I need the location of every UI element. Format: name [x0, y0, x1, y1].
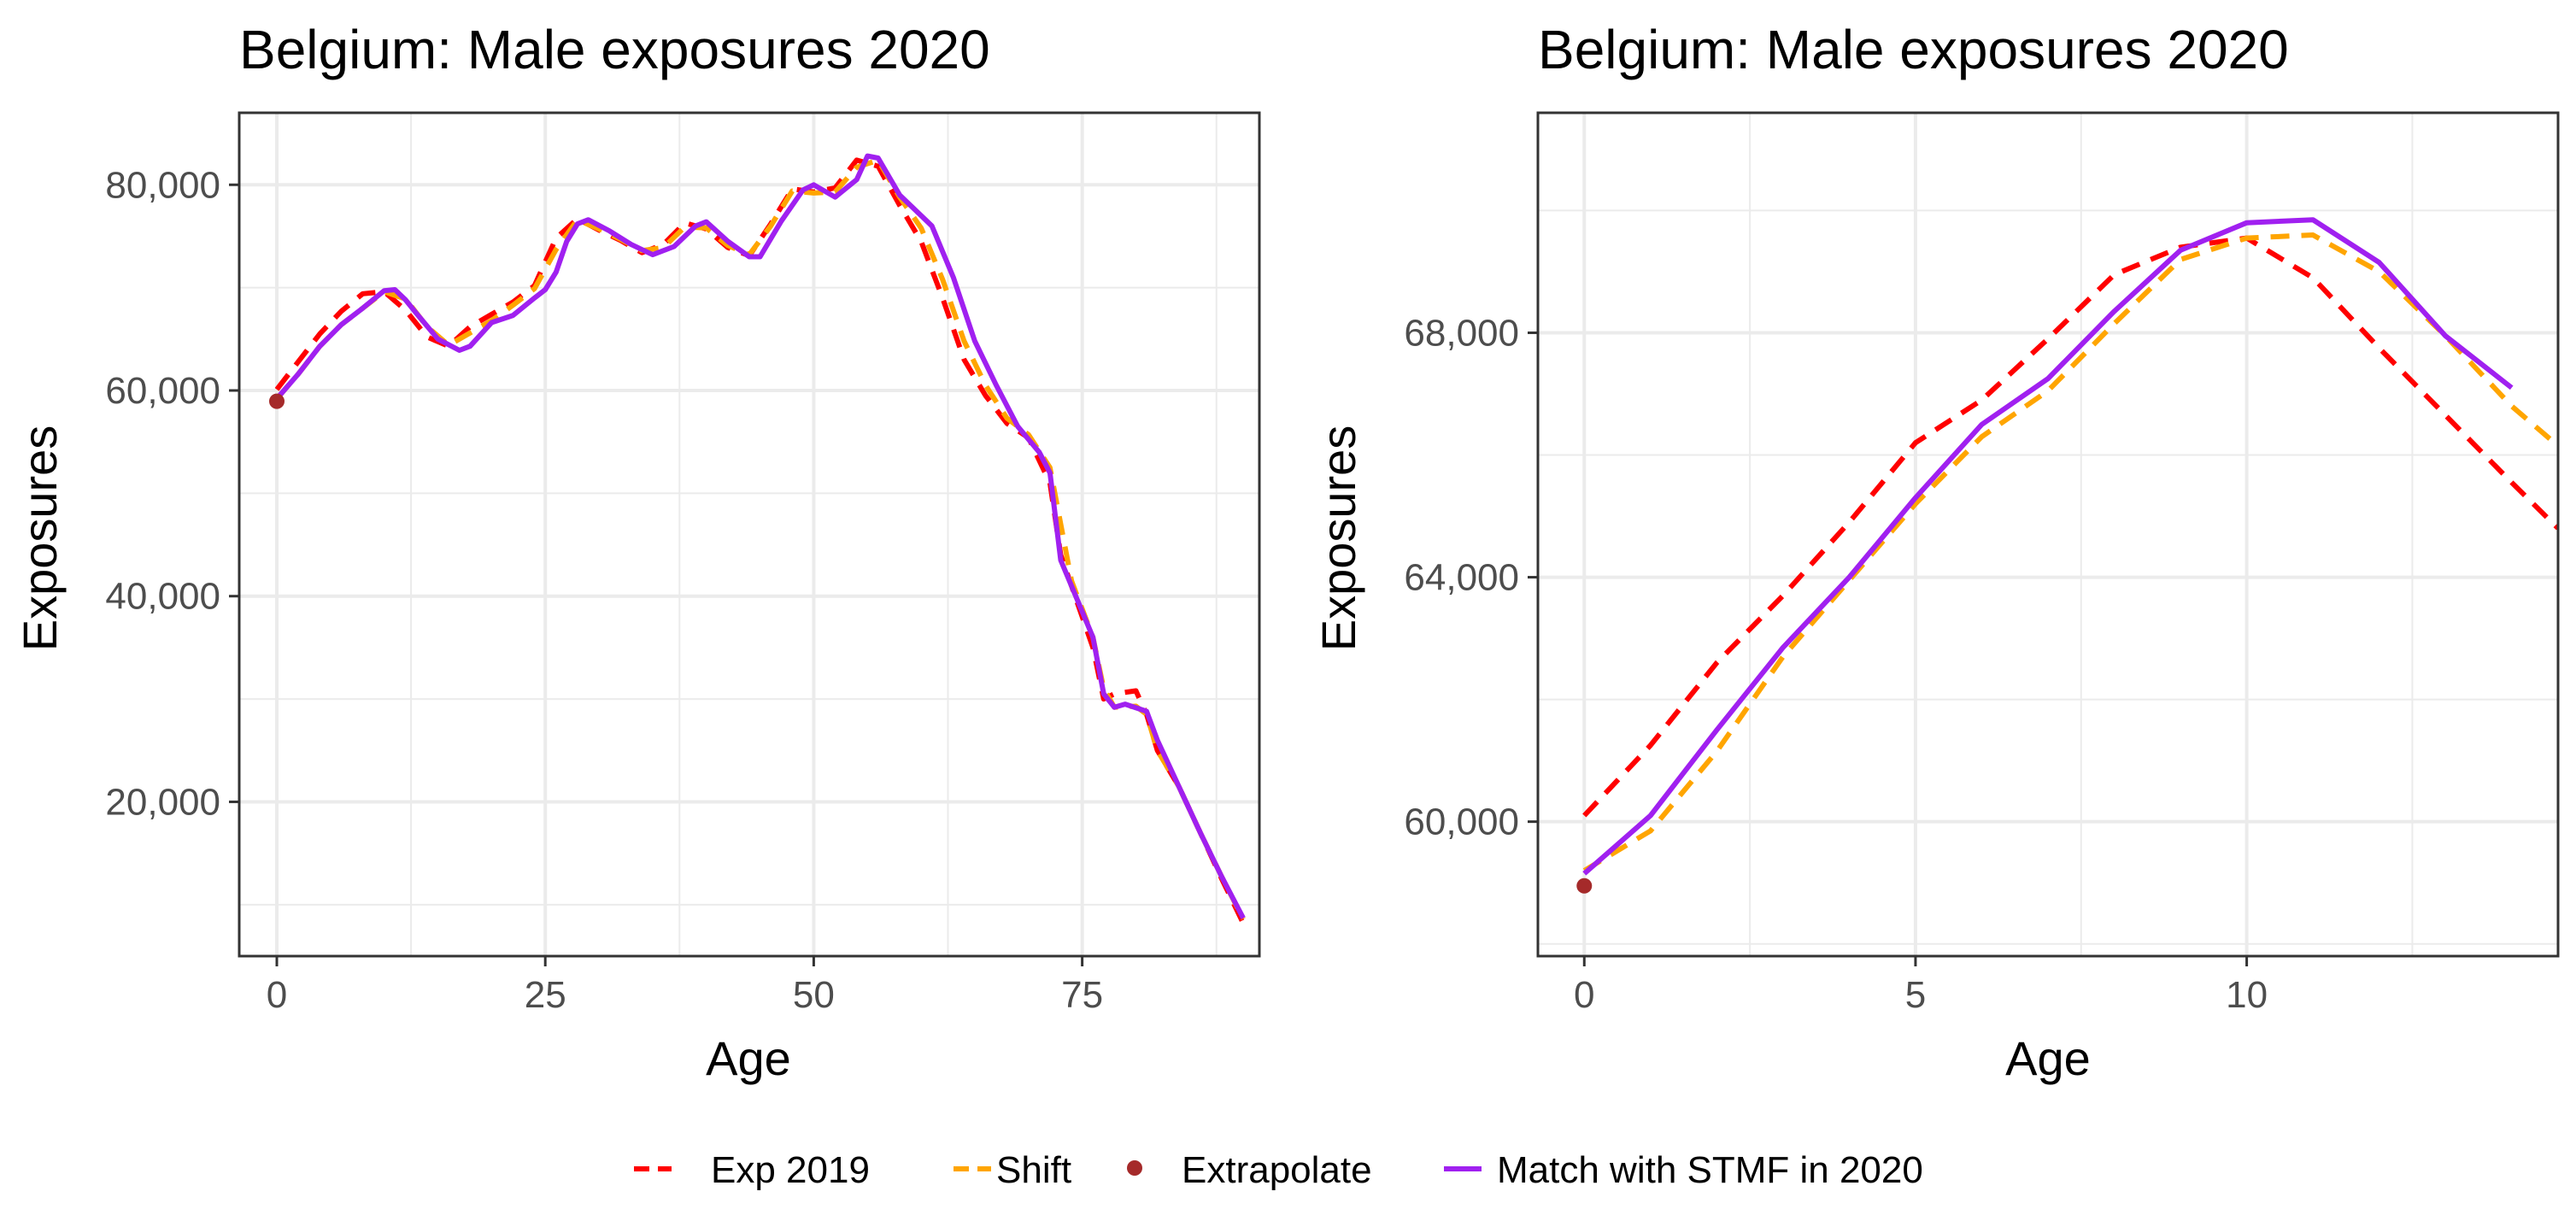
left-x-axis-title: Age [706, 1031, 791, 1085]
legend-label-shift: Shift [996, 1149, 1071, 1191]
right-y-axis-title: Exposures [1311, 426, 1365, 652]
legend-key-extrapolate [1127, 1160, 1142, 1176]
left-x-tick-label: 0 [267, 974, 287, 1016]
legend: Exp 2019 Shift Extrapolate Match with ST… [634, 1149, 1923, 1191]
right-grid [1538, 113, 2558, 956]
left-line-shift [274, 157, 1246, 921]
legend-label-match-stmf: Match with STMF in 2020 [1497, 1149, 1923, 1191]
right-y-tick-label: 64,000 [1404, 557, 1519, 599]
right-line-match-with-stmf-in-2020 [1582, 217, 2514, 876]
right-line-exp-2019 [1582, 235, 2558, 818]
right-y-tick-label: 68,000 [1404, 312, 1519, 354]
left-line-exp-2019 [274, 157, 1246, 924]
left-grid [239, 113, 1259, 956]
right-line-shift [1582, 232, 2558, 873]
left-series-marks [268, 153, 1246, 924]
left-point-extrapolate [268, 393, 285, 409]
left-chart: Belgium: Male exposures 2020 Exposures A… [13, 19, 1261, 1085]
right-chart: Belgium: Male exposures 2020 Exposures A… [1311, 19, 2560, 1085]
legend-item-match-stmf: Match with STMF in 2020 [1444, 1149, 1923, 1191]
right-ticks: 0 5 10 60,000 64,000 68,000 [1404, 312, 2268, 1016]
right-chart-title: Belgium: Male exposures 2020 [1538, 19, 2289, 80]
legend-label-exp-2019: Exp 2019 [711, 1149, 870, 1191]
right-point-extrapolate [1576, 878, 1593, 894]
legend-item-shift: Shift [954, 1149, 1071, 1191]
left-x-tick-label: 50 [793, 974, 835, 1016]
right-x-tick-label: 0 [1574, 974, 1594, 1016]
left-panel-border [238, 111, 1261, 958]
left-plot-background [239, 113, 1259, 956]
right-y-tick-label: 60,000 [1404, 801, 1519, 843]
left-line-match-with-stmf-in-2020 [274, 153, 1246, 919]
legend-item-extrapolate: Extrapolate [1127, 1149, 1372, 1191]
left-chart-title: Belgium: Male exposures 2020 [239, 19, 990, 80]
left-ticks: 0 25 50 75 20,000 40,000 60,000 80,000 [105, 164, 1103, 1016]
left-y-tick-label: 40,000 [105, 576, 220, 618]
left-y-tick-label: 80,000 [105, 164, 220, 206]
legend-label-extrapolate: Extrapolate [1182, 1149, 1372, 1191]
right-x-axis-title: Age [2005, 1031, 2091, 1085]
left-x-tick-label: 75 [1061, 974, 1103, 1016]
right-series-marks [1576, 217, 2558, 894]
left-y-axis-title: Exposures [13, 426, 67, 652]
left-series [268, 153, 1246, 924]
right-series [1576, 217, 2558, 894]
legend-item-exp-2019: Exp 2019 [634, 1149, 870, 1191]
left-y-tick-label: 60,000 [105, 370, 220, 412]
left-x-tick-label: 25 [525, 974, 566, 1016]
right-panel-border [1536, 111, 2560, 958]
right-x-tick-label: 10 [2226, 974, 2268, 1016]
left-y-tick-label: 20,000 [105, 781, 220, 823]
right-x-tick-label: 5 [1905, 974, 1926, 1016]
right-plot-background [1538, 113, 2558, 956]
